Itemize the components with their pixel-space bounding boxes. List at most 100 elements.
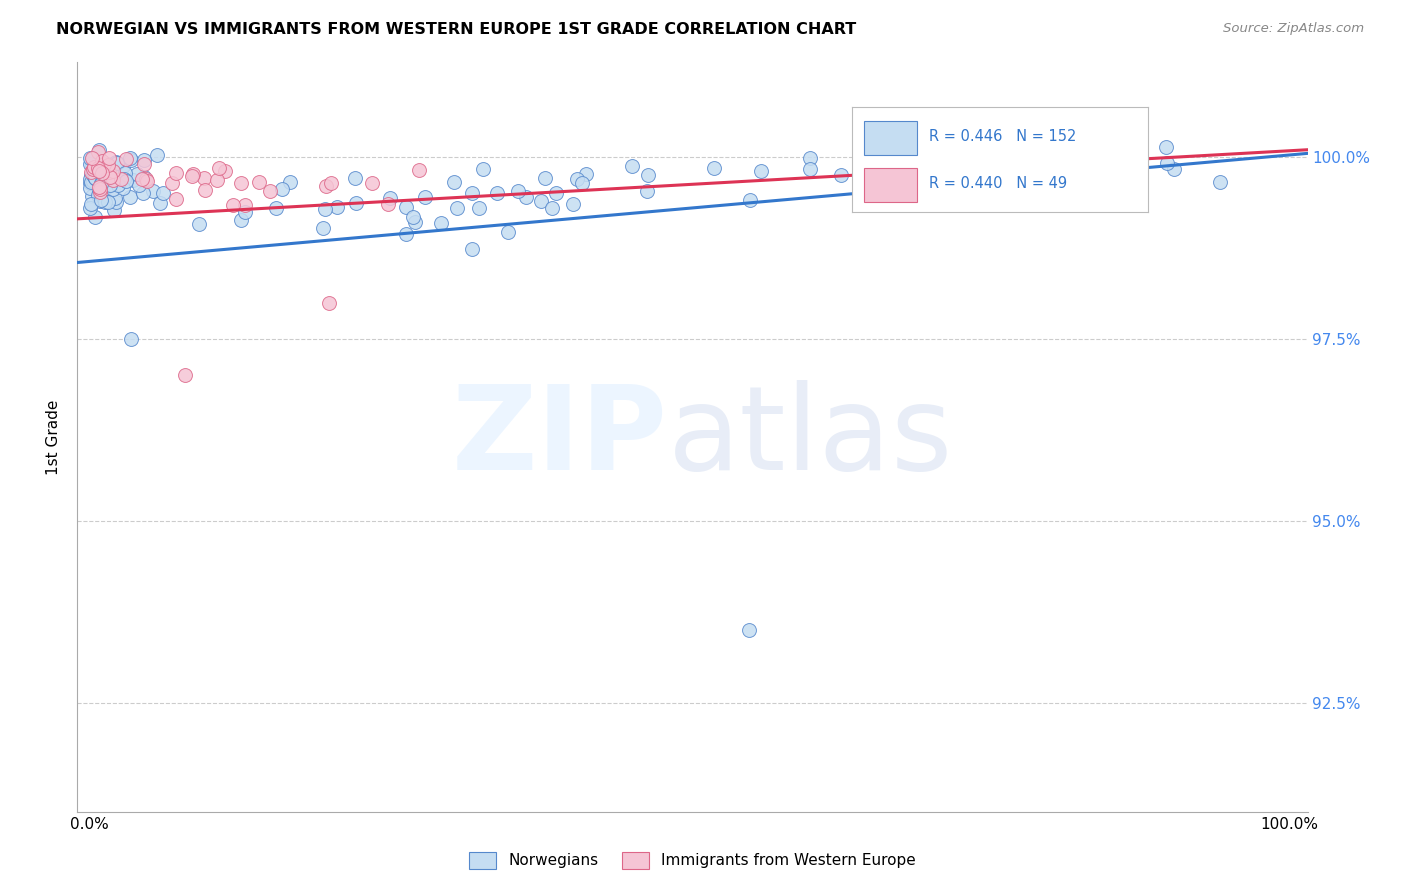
Point [467, 201, 489, 215]
Point [1163, 162, 1185, 177]
Point [91, 188, 114, 202]
Point [326, 200, 349, 214]
Point [319, 177, 342, 191]
Point [408, 162, 430, 177]
Point [94, 159, 117, 173]
Point [90, 177, 112, 191]
Point [93, 156, 115, 170]
Point [84, 161, 107, 176]
Point [83, 176, 105, 190]
Point [118, 190, 141, 204]
Point [87, 185, 110, 199]
Point [82, 168, 104, 182]
Point [79, 196, 101, 211]
Point [404, 215, 426, 229]
Point [83, 171, 105, 186]
Point [79, 176, 101, 190]
Point [120, 153, 142, 167]
Point [193, 170, 215, 185]
Point [214, 164, 236, 178]
Point [79, 168, 101, 182]
Point [91, 166, 114, 180]
Point [93, 176, 115, 190]
Point [799, 161, 821, 176]
Point [80, 153, 103, 168]
Point [128, 178, 150, 192]
Point [101, 182, 124, 196]
Point [114, 165, 136, 179]
Point [131, 186, 153, 200]
Point [149, 195, 172, 210]
Point [541, 202, 564, 216]
Point [222, 198, 245, 212]
Point [80, 169, 103, 183]
Point [315, 178, 337, 193]
Point [93, 195, 115, 210]
Point [125, 167, 148, 181]
Point [98, 178, 121, 192]
Point [112, 180, 135, 194]
Point [89, 194, 111, 208]
Point [98, 165, 121, 179]
Point [83, 171, 105, 186]
Point [561, 197, 583, 211]
Point [637, 169, 659, 183]
Point [165, 166, 187, 180]
Point [1098, 158, 1121, 172]
Point [160, 176, 183, 190]
Text: NORWEGIAN VS IMMIGRANTS FROM WESTERN EUROPE 1ST GRADE CORRELATION CHART: NORWEGIAN VS IMMIGRANTS FROM WESTERN EUR… [56, 22, 856, 37]
Point [89, 169, 111, 183]
Point [360, 176, 382, 190]
Point [87, 180, 110, 194]
Point [830, 168, 852, 182]
Text: atlas: atlas [668, 380, 953, 494]
Point [97, 158, 120, 172]
Point [565, 172, 588, 186]
Point [180, 169, 202, 184]
Point [1154, 139, 1177, 153]
Point [105, 155, 128, 169]
Point [571, 176, 593, 190]
Point [89, 185, 111, 199]
Point [530, 194, 553, 208]
Point [93, 178, 115, 192]
Point [79, 201, 101, 215]
Point [233, 204, 256, 219]
Point [107, 178, 129, 193]
Point [312, 220, 335, 235]
Point [86, 187, 108, 202]
Point [925, 163, 948, 178]
Point [132, 153, 155, 167]
Point [115, 152, 138, 166]
Point [82, 174, 104, 188]
Point [402, 210, 425, 224]
Y-axis label: 1st Grade: 1st Grade [46, 400, 62, 475]
Point [79, 172, 101, 186]
Point [703, 161, 725, 176]
Point [146, 148, 169, 162]
Point [314, 202, 336, 217]
Point [446, 201, 468, 215]
Point [344, 195, 367, 210]
Point [104, 154, 127, 169]
Point [415, 190, 437, 204]
Point [98, 176, 121, 190]
Point [174, 368, 197, 383]
Point [87, 143, 110, 157]
Point [120, 332, 142, 346]
Point [83, 211, 105, 225]
Point [87, 161, 110, 175]
Point [515, 189, 537, 203]
Point [91, 160, 114, 174]
Point [79, 181, 101, 195]
Point [1111, 143, 1133, 157]
Point [740, 193, 762, 207]
Point [271, 182, 294, 196]
Point [80, 152, 103, 166]
Point [91, 187, 114, 202]
Point [87, 145, 110, 160]
Point [79, 175, 101, 189]
Point [89, 163, 111, 178]
Point [101, 172, 124, 186]
Point [86, 179, 108, 194]
